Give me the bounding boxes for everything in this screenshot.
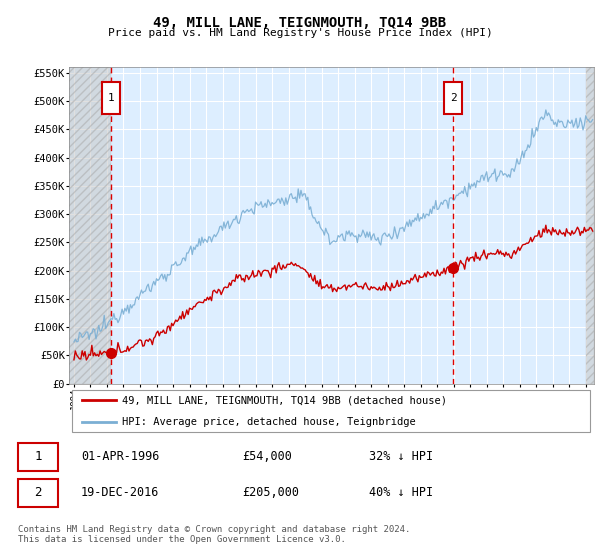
Text: £54,000: £54,000 (242, 450, 292, 463)
Text: 49, MILL LANE, TEIGNMOUTH, TQ14 9BB: 49, MILL LANE, TEIGNMOUTH, TQ14 9BB (154, 16, 446, 30)
Text: 1: 1 (34, 450, 41, 463)
Text: £205,000: £205,000 (242, 487, 299, 500)
Bar (69, 67, 111, 384)
Text: 01-APR-1996: 01-APR-1996 (81, 450, 160, 463)
Text: 2: 2 (450, 94, 457, 103)
Text: 49, MILL LANE, TEIGNMOUTH, TQ14 9BB (detached house): 49, MILL LANE, TEIGNMOUTH, TQ14 9BB (det… (121, 395, 446, 405)
FancyBboxPatch shape (71, 390, 590, 432)
FancyBboxPatch shape (102, 82, 120, 114)
Text: 19-DEC-2016: 19-DEC-2016 (81, 487, 160, 500)
FancyBboxPatch shape (444, 82, 462, 114)
Text: 32% ↓ HPI: 32% ↓ HPI (369, 450, 433, 463)
Text: 40% ↓ HPI: 40% ↓ HPI (369, 487, 433, 500)
Text: 1: 1 (108, 94, 115, 103)
Text: Price paid vs. HM Land Registry's House Price Index (HPI): Price paid vs. HM Land Registry's House … (107, 28, 493, 38)
Bar (586, 67, 594, 384)
Text: Contains HM Land Registry data © Crown copyright and database right 2024.
This d: Contains HM Land Registry data © Crown c… (18, 525, 410, 544)
FancyBboxPatch shape (18, 479, 58, 507)
Text: 2: 2 (34, 487, 41, 500)
Text: HPI: Average price, detached house, Teignbridge: HPI: Average price, detached house, Teig… (121, 417, 415, 427)
FancyBboxPatch shape (18, 443, 58, 471)
